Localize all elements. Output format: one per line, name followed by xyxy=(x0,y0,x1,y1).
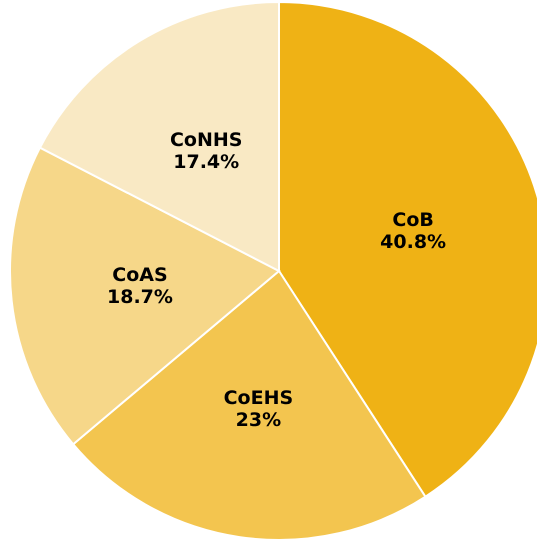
pie-slice xyxy=(9,146,281,446)
slice-category-label: CoB xyxy=(392,209,433,231)
slice-value-label: 40.8% xyxy=(380,231,446,253)
slice-value-label: 23% xyxy=(236,409,281,431)
slice-category-label: CoEHS xyxy=(224,387,294,409)
slice-value-label: 17.4% xyxy=(173,151,239,173)
slice-value-label: 18.7% xyxy=(107,286,173,308)
pie-slice xyxy=(71,269,427,541)
slice-category-label: CoNHS xyxy=(170,129,242,151)
slice-category-label: CoAS xyxy=(112,264,167,286)
pie-slice xyxy=(38,0,280,273)
